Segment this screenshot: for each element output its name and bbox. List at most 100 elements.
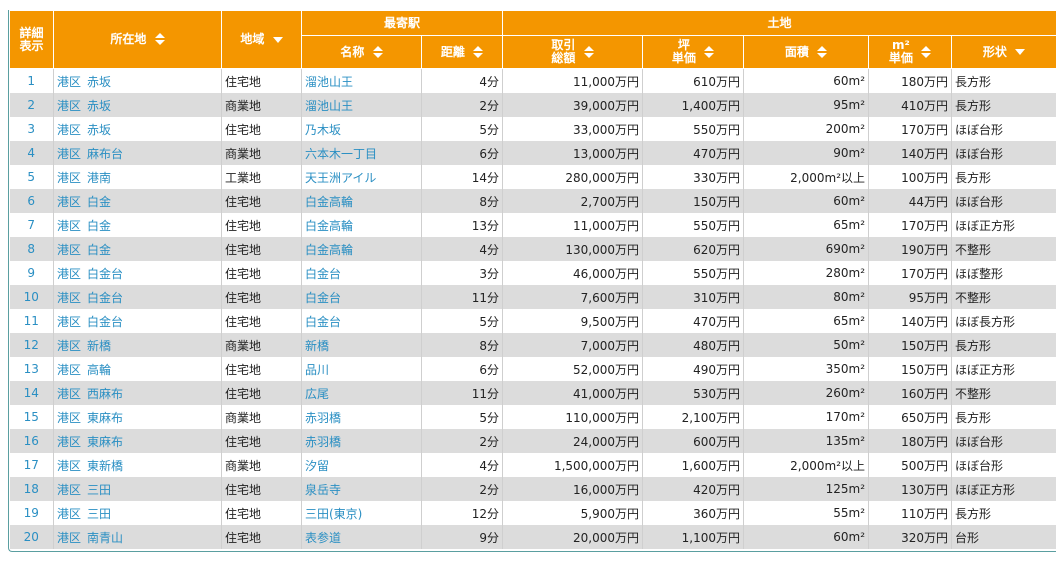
ward-label[interactable]: 港区 xyxy=(57,266,82,281)
station-link[interactable]: 白金高輪 xyxy=(301,189,422,213)
detail-link[interactable]: 18 xyxy=(9,477,54,501)
station-link[interactable]: 表参道 xyxy=(301,525,422,549)
area-header[interactable]: 面積 xyxy=(743,35,870,69)
town-label[interactable]: 三田 xyxy=(87,482,112,497)
town-label[interactable]: 白金 xyxy=(87,218,112,233)
station-link[interactable]: 白金台 xyxy=(301,261,422,285)
station-link[interactable]: 泉岳寺 xyxy=(301,477,422,501)
location-link[interactable]: 港区 赤坂 xyxy=(53,68,222,93)
location-link[interactable]: 港区 三田 xyxy=(53,501,222,525)
detail-link[interactable]: 13 xyxy=(9,357,54,381)
ward-label[interactable]: 港区 xyxy=(57,410,82,425)
station-link[interactable]: 三田(東京) xyxy=(301,501,422,525)
town-label[interactable]: 白金台 xyxy=(87,314,124,329)
station-link[interactable]: 白金台 xyxy=(301,309,422,333)
station-link[interactable]: 赤羽橋 xyxy=(301,429,422,453)
detail-link[interactable]: 9 xyxy=(9,261,54,285)
location-link[interactable]: 港区 三田 xyxy=(53,477,222,501)
station-link[interactable]: 新橋 xyxy=(301,333,422,357)
ward-label[interactable]: 港区 xyxy=(57,530,82,545)
location-link[interactable]: 港区 新橋 xyxy=(53,333,222,357)
price-total-header[interactable]: 取引 総額 xyxy=(502,35,644,69)
town-label[interactable]: 南青山 xyxy=(87,530,124,545)
location-link[interactable]: 港区 白金 xyxy=(53,213,222,237)
location-link[interactable]: 港区 東麻布 xyxy=(53,405,222,429)
location-link[interactable]: 港区 高輪 xyxy=(53,357,222,381)
station-link[interactable]: 広尾 xyxy=(301,381,422,405)
location-link[interactable]: 港区 麻布台 xyxy=(53,141,222,165)
town-label[interactable]: 東麻布 xyxy=(87,434,124,449)
station-name-header[interactable]: 名称 xyxy=(301,35,422,69)
town-label[interactable]: 麻布台 xyxy=(87,146,124,161)
town-label[interactable]: 赤坂 xyxy=(87,122,112,137)
ward-label[interactable]: 港区 xyxy=(57,98,82,113)
station-link[interactable]: 品川 xyxy=(301,357,422,381)
detail-link[interactable]: 2 xyxy=(9,93,54,117)
station-link[interactable]: 六本木一丁目 xyxy=(301,141,422,165)
detail-link[interactable]: 3 xyxy=(9,117,54,141)
location-link[interactable]: 港区 赤坂 xyxy=(53,117,222,141)
shape-header[interactable]: 形状 xyxy=(951,35,1056,69)
tsubo-price-header[interactable]: 坪 単価 xyxy=(642,35,745,69)
detail-link[interactable]: 6 xyxy=(9,189,54,213)
town-label[interactable]: 西麻布 xyxy=(87,386,124,401)
location-link[interactable]: 港区 白金台 xyxy=(53,309,222,333)
ward-label[interactable]: 港区 xyxy=(57,146,82,161)
ward-label[interactable]: 港区 xyxy=(57,386,82,401)
sort-icon[interactable] xyxy=(154,33,165,46)
m2-price-header[interactable]: m² 単価 xyxy=(868,35,953,69)
town-label[interactable]: 東新橋 xyxy=(87,458,124,473)
location-header[interactable]: 所在地 xyxy=(53,10,222,69)
location-link[interactable]: 港区 白金 xyxy=(53,237,222,261)
detail-link[interactable]: 10 xyxy=(9,285,54,309)
location-link[interactable]: 港区 南青山 xyxy=(53,525,222,549)
region-header[interactable]: 地域 xyxy=(221,10,302,69)
ward-label[interactable]: 港区 xyxy=(57,74,82,89)
detail-link[interactable]: 1 xyxy=(9,68,54,93)
sort-icon[interactable] xyxy=(817,45,828,59)
location-link[interactable]: 港区 東麻布 xyxy=(53,429,222,453)
station-link[interactable]: 白金高輪 xyxy=(301,237,422,261)
location-link[interactable]: 港区 西麻布 xyxy=(53,381,222,405)
ward-label[interactable]: 港区 xyxy=(57,242,82,257)
town-label[interactable]: 赤坂 xyxy=(87,98,112,113)
station-link[interactable]: 赤羽橋 xyxy=(301,405,422,429)
town-label[interactable]: 東麻布 xyxy=(87,410,124,425)
location-link[interactable]: 港区 港南 xyxy=(53,165,222,189)
detail-link[interactable]: 11 xyxy=(9,309,54,333)
ward-label[interactable]: 港区 xyxy=(57,434,82,449)
sort-icon[interactable] xyxy=(583,45,594,59)
ward-label[interactable]: 港区 xyxy=(57,314,82,329)
location-link[interactable]: 港区 白金 xyxy=(53,189,222,213)
detail-link[interactable]: 8 xyxy=(9,237,54,261)
location-link[interactable]: 港区 白金台 xyxy=(53,285,222,309)
ward-label[interactable]: 港区 xyxy=(57,122,82,137)
ward-label[interactable]: 港区 xyxy=(57,170,82,185)
station-link[interactable]: 乃木坂 xyxy=(301,117,422,141)
station-link[interactable]: 天王洲アイル xyxy=(301,165,422,189)
detail-link[interactable]: 19 xyxy=(9,501,54,525)
ward-label[interactable]: 港区 xyxy=(57,338,82,353)
ward-label[interactable]: 港区 xyxy=(57,290,82,305)
sort-icon[interactable] xyxy=(921,45,932,59)
detail-link[interactable]: 16 xyxy=(9,429,54,453)
town-label[interactable]: 白金 xyxy=(87,242,112,257)
ward-label[interactable]: 港区 xyxy=(57,194,82,209)
detail-link[interactable]: 20 xyxy=(9,525,54,549)
detail-link[interactable]: 15 xyxy=(9,405,54,429)
town-label[interactable]: 白金 xyxy=(87,194,112,209)
filter-dropdown-icon[interactable] xyxy=(272,36,283,43)
town-label[interactable]: 白金台 xyxy=(87,290,124,305)
town-label[interactable]: 三田 xyxy=(87,506,112,521)
location-link[interactable]: 港区 東新橋 xyxy=(53,453,222,477)
detail-link[interactable]: 12 xyxy=(9,333,54,357)
town-label[interactable]: 白金台 xyxy=(87,266,124,281)
town-label[interactable]: 赤坂 xyxy=(87,74,112,89)
detail-link[interactable]: 5 xyxy=(9,165,54,189)
town-label[interactable]: 高輪 xyxy=(87,362,112,377)
detail-link[interactable]: 4 xyxy=(9,141,54,165)
detail-link[interactable]: 14 xyxy=(9,381,54,405)
ward-label[interactable]: 港区 xyxy=(57,218,82,233)
station-link[interactable]: 白金台 xyxy=(301,285,422,309)
station-link[interactable]: 白金高輪 xyxy=(301,213,422,237)
